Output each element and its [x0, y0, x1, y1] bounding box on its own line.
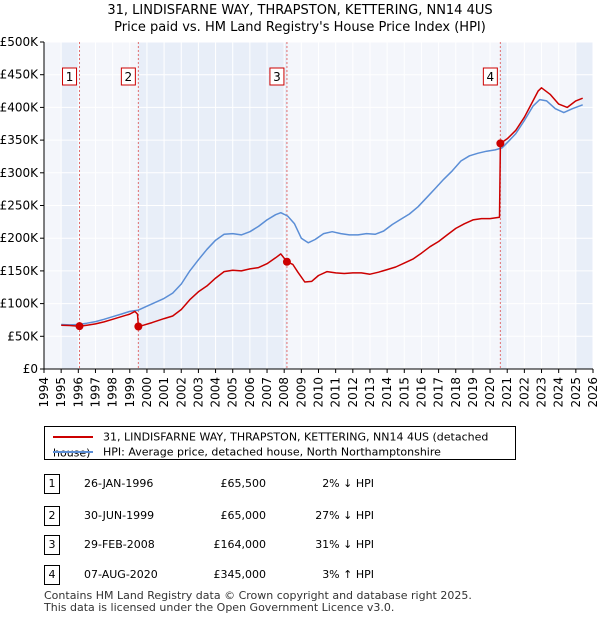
transaction-hpi-change: 31% ↓ HPI: [315, 538, 374, 551]
y-tick-label: £100K: [0, 297, 39, 311]
footer-copyright: Contains HM Land Registry data © Crown c…: [44, 589, 472, 602]
sale-point-marker: [496, 139, 505, 148]
footer: Contains HM Land Registry data © Crown c…: [44, 590, 472, 614]
transaction-date: 29-FEB-2008: [84, 538, 155, 551]
transaction-hpi-change: 3% ↑ HPI: [322, 568, 374, 581]
sale-label-number: 2: [125, 70, 133, 84]
x-tick-label: 2017: [432, 377, 446, 408]
legend-item-hpi: HPI: Average price, detached house, Nort…: [53, 444, 441, 459]
axes: £0 £50K £100K £150K £200K £250K £300K £350K £400…: [0, 35, 600, 408]
x-tick-label: 2004: [209, 377, 223, 408]
x-tick-label: 2021: [500, 377, 514, 408]
y-tick-label: £300K: [0, 166, 39, 180]
x-tick-label: 1997: [88, 377, 102, 408]
sale-point-marker: [134, 322, 143, 331]
y-tick-label: £450K: [0, 68, 39, 82]
sale-point-marker: [282, 257, 291, 266]
y-tick-label: £50K: [7, 329, 39, 343]
transaction-price: £345,000: [213, 568, 267, 581]
chart-title-line1: 31, LINDISFARNE WAY, THRAPSTON, KETTERIN…: [107, 3, 493, 18]
transaction-price: £164,000: [213, 538, 267, 551]
x-tick-label: 2024: [552, 377, 566, 408]
y-tick-label: £0: [23, 362, 38, 376]
sale-label-number: 1: [66, 70, 74, 84]
x-tick-label: 2010: [312, 377, 326, 408]
x-tick-label: 2000: [140, 377, 154, 408]
x-tick-label: 2013: [363, 377, 377, 408]
sale-label-box: [482, 67, 498, 86]
x-tick-label: 2002: [174, 377, 188, 408]
x-tick-label: 1994: [37, 377, 51, 408]
x-tick-label: 2023: [535, 377, 549, 408]
x-tick-label: 2019: [466, 377, 480, 408]
legend-hpi-label: HPI: Average price, detached house, Nort…: [103, 445, 441, 459]
x-tick-label: 2006: [243, 377, 257, 408]
x-tick-label: 1998: [106, 377, 120, 408]
x-tick-label: 2015: [397, 377, 411, 408]
sale-point-marker: [75, 322, 84, 331]
x-tick-label: 2018: [449, 377, 463, 408]
sale-label-number: 4: [487, 70, 495, 84]
y-tick-label: £250K: [0, 199, 39, 213]
transaction-badge: 1: [44, 474, 60, 494]
transaction-date: 07-AUG-2020: [84, 568, 158, 581]
transaction-hpi-change: 2% ↓ HPI: [322, 477, 374, 490]
y-tick-label: £350K: [0, 133, 39, 147]
sale-label-box: [62, 67, 78, 86]
sale-label-box: [120, 67, 136, 86]
legend-item-property: 31, LINDISFARNE WAY, THRAPSTON, KETTERIN…: [53, 429, 515, 459]
y-tick-label: £500K: [0, 35, 39, 49]
x-tick-label: 2003: [191, 377, 205, 408]
sale-lines: [79, 42, 501, 369]
x-tick-label: 2022: [517, 377, 531, 408]
chart-title-line2: Price paid vs. HM Land Registry's House …: [114, 20, 486, 35]
y-tick-label: £200K: [0, 231, 39, 245]
legend: 31, LINDISFARNE WAY, THRAPSTON, KETTERIN…: [44, 426, 516, 460]
y-tick-label: £400K: [0, 100, 39, 114]
transaction-date: 30-JUN-1999: [84, 509, 155, 522]
x-tick-label: 2001: [157, 377, 171, 408]
transaction-hpi-change: 27% ↓ HPI: [315, 509, 374, 522]
x-tick-label: 1999: [123, 377, 137, 408]
x-tick-label: 2026: [586, 377, 600, 408]
transaction-date: 26-JAN-1996: [84, 477, 154, 490]
y-tick-label: £150K: [0, 264, 39, 278]
x-tick-label: 1996: [71, 377, 85, 408]
price-chart: 1 2 3 4 £0 £50K £100K £150K £200K £250K £300K £350…: [0, 35, 600, 408]
x-tick-label: 2009: [294, 377, 308, 408]
x-tick-label: 2005: [226, 377, 240, 408]
x-tick-label: 2007: [260, 377, 274, 408]
transaction-price: £65,000: [220, 509, 267, 522]
x-tick-label: 2008: [277, 377, 291, 408]
x-tick-label: 2016: [414, 377, 428, 408]
property-line-swatch: [53, 436, 93, 438]
hpi-line: [61, 98, 583, 326]
x-tick-label: 2012: [346, 377, 360, 408]
x-tick-label: 1995: [54, 377, 68, 408]
footer-licence: This data is licensed under the Open Gov…: [44, 601, 395, 614]
x-tick-label: 2011: [329, 377, 343, 408]
transaction-badge: 4: [44, 565, 60, 585]
transaction-price: £65,500: [220, 477, 267, 490]
transaction-badge: 2: [44, 506, 60, 526]
transaction-badge: 3: [44, 535, 60, 555]
sale-label-box: [269, 67, 285, 86]
x-tick-label: 2014: [380, 377, 394, 408]
sale-label-number: 3: [273, 70, 281, 84]
hpi-line-swatch: [53, 451, 93, 453]
x-tick-label: 2020: [483, 377, 497, 408]
x-tick-label: 2025: [569, 377, 583, 408]
sale-markers: 1 2 3 4: [62, 67, 505, 331]
